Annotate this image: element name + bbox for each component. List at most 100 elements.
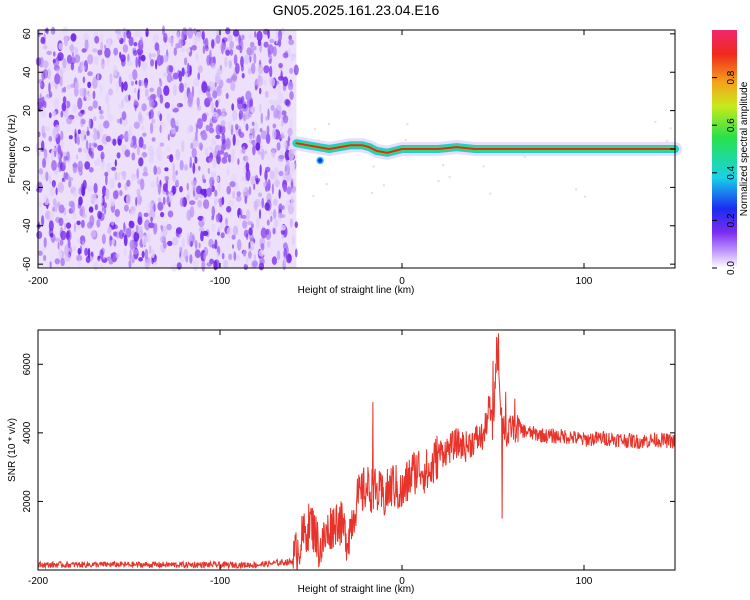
- noise-blob: [81, 109, 86, 115]
- noise-blob: [224, 56, 228, 68]
- noise-blob: [78, 196, 83, 206]
- noise-blob: [41, 70, 46, 81]
- noise-blob: [137, 114, 144, 124]
- noise-blob: [189, 200, 196, 206]
- noise-blob: [53, 97, 59, 110]
- noise-blob: [211, 223, 216, 233]
- noise-blob: [230, 155, 234, 161]
- noise-blob: [175, 119, 179, 127]
- noise-blob: [212, 111, 218, 118]
- spectrogram-x-label: Height of straight line (km): [298, 285, 415, 296]
- noise-blob: [53, 51, 56, 57]
- noise-blob: [79, 87, 85, 97]
- noise-blob: [119, 37, 124, 44]
- noise-blob: [175, 170, 178, 176]
- snr-series-line: [38, 333, 675, 570]
- noise-blob: [211, 102, 215, 114]
- noise-blob: [126, 179, 131, 187]
- noise-blob: [215, 100, 219, 108]
- noise-blob: [83, 32, 90, 43]
- noise-blob: [217, 98, 221, 103]
- noise-blob: [140, 125, 145, 131]
- noise-blob: [93, 261, 99, 271]
- noise-blob: [292, 160, 296, 169]
- noise-blob: [241, 72, 245, 79]
- noise-blob: [240, 214, 243, 219]
- noise-blob: [52, 126, 59, 139]
- noise-blob: [214, 38, 217, 47]
- noise-blob: [221, 133, 226, 145]
- noise-blob: [279, 214, 286, 218]
- noise-blob: [172, 72, 179, 80]
- noise-blob: [135, 56, 138, 68]
- x-tick-label: 100: [576, 576, 593, 587]
- noise-blob: [48, 220, 54, 232]
- noise-blob: [156, 176, 159, 188]
- noise-blob: [171, 237, 179, 246]
- noise-blob: [253, 183, 256, 190]
- noise-blob: [173, 47, 177, 56]
- noise-blob: [241, 176, 245, 182]
- noise-blob: [195, 122, 198, 128]
- noise-blob: [216, 68, 223, 75]
- noise-blob: [266, 125, 270, 136]
- colorbar-tick-label: 0.4: [726, 165, 737, 179]
- noise-blob: [293, 64, 299, 76]
- noise-blob: [207, 167, 210, 175]
- noise-blob: [118, 103, 123, 109]
- noise-blob: [126, 60, 133, 66]
- noise-blob: [148, 245, 152, 255]
- noise-blob: [138, 79, 142, 87]
- noise-blob: [289, 67, 294, 74]
- noise-blob: [82, 213, 87, 219]
- noise-blob: [57, 241, 60, 250]
- noise-blob: [198, 165, 201, 171]
- noise-blob: [282, 76, 289, 87]
- noise-blob: [208, 157, 213, 163]
- noise-blob: [278, 170, 284, 177]
- noise-blob: [243, 187, 248, 192]
- noise-blob: [219, 124, 226, 135]
- noise-blob: [48, 82, 51, 94]
- y-tick-label: -20: [22, 180, 33, 195]
- noise-blob: [213, 209, 216, 214]
- noise-blob: [106, 162, 112, 173]
- noise-blob: [94, 204, 99, 211]
- noise-blob: [141, 103, 147, 112]
- noise-blob: [278, 62, 283, 69]
- noise-blob: [99, 249, 104, 260]
- noise-blob: [42, 45, 48, 50]
- x-tick-label: -200: [28, 276, 48, 287]
- noise-blob: [64, 222, 67, 231]
- noise-blob: [238, 109, 244, 120]
- noise-blob: [251, 139, 256, 146]
- noise-blob: [139, 225, 143, 237]
- noise-blob: [130, 173, 136, 181]
- noise-blob: [88, 167, 94, 173]
- noise-blob: [197, 65, 203, 73]
- noise-blob: [143, 166, 148, 174]
- noise-blob: [254, 30, 257, 38]
- noise-blob: [225, 49, 231, 56]
- noise-blob: [60, 257, 65, 267]
- noise-blob: [260, 227, 267, 239]
- noise-blob: [93, 143, 98, 148]
- noise-blob: [288, 148, 295, 161]
- noise-blob: [162, 183, 168, 192]
- noise-blob: [133, 87, 137, 94]
- noise-blob: [114, 29, 122, 35]
- noise-blob: [93, 132, 98, 141]
- noise-blob: [129, 248, 132, 261]
- noise-blob: [167, 210, 174, 218]
- noise-blob: [282, 52, 289, 59]
- noise-blob: [260, 130, 268, 140]
- noise-blob: [117, 171, 121, 181]
- noise-blob: [236, 191, 241, 197]
- noise-blob: [183, 57, 188, 66]
- noise-blob: [282, 205, 285, 210]
- noise-blob: [256, 30, 263, 42]
- noise-blob: [228, 154, 232, 163]
- noise-blob: [205, 124, 210, 132]
- noise-blob: [63, 156, 67, 167]
- noise-blob: [274, 179, 280, 188]
